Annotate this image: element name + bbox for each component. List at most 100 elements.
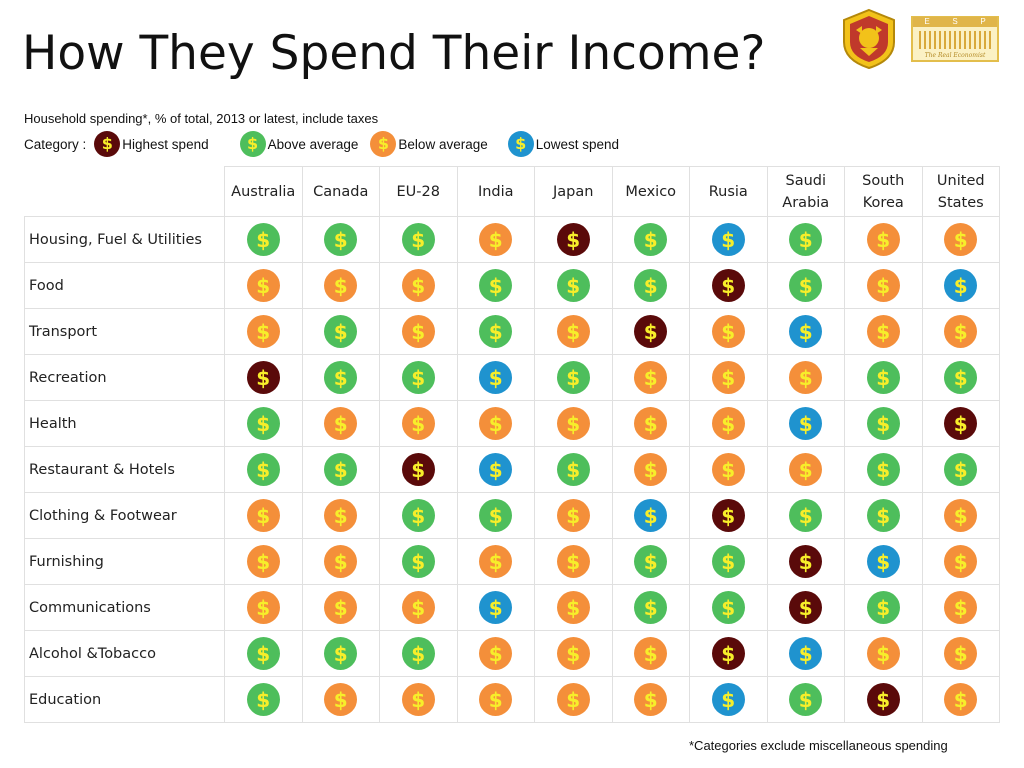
table-cell: $ [611, 216, 690, 263]
table-cell: $ [224, 446, 303, 493]
dollar-coin-below-icon: $ [866, 223, 900, 256]
column-header-line: Canada [313, 183, 369, 200]
dollar-coin-icon: $ [94, 131, 121, 157]
dollar-coin-highest-icon: $ [866, 683, 900, 716]
table-cell: $ [921, 216, 1000, 263]
column-header-line: Australia [231, 183, 296, 200]
dollar-coin-above-icon: $ [479, 315, 513, 348]
table-cell: $ [844, 216, 923, 263]
table-cell: $ [689, 354, 768, 401]
column-header-line: United [936, 172, 985, 189]
table-cell: $ [921, 492, 1000, 539]
dollar-coin-lowest-icon: $ [789, 637, 823, 670]
dollar-coin-above-icon: $ [401, 545, 435, 578]
table-cell: $ [689, 216, 768, 263]
dollar-coin-above-icon: $ [556, 453, 590, 486]
dollar-coin-below-icon: $ [634, 683, 668, 716]
dollar-coin-below-icon: $ [634, 637, 668, 670]
table-cell: $ [611, 354, 690, 401]
dollar-coin-above-icon: $ [866, 591, 900, 624]
column-header-line: India [477, 183, 514, 200]
table-cell: $ [766, 584, 845, 631]
table-cell: $ [534, 446, 613, 493]
table-cell: $ [766, 400, 845, 447]
table-cell: $ [379, 262, 458, 309]
table-cell: $ [379, 492, 458, 539]
legend-item-below: $ Below average [370, 131, 488, 157]
dollar-coin-below-icon: $ [866, 269, 900, 302]
row-label: Communications [24, 584, 225, 631]
dollar-coin-highest-icon: $ [711, 499, 745, 532]
table-cell: $ [301, 584, 380, 631]
dollar-coin-above-icon: $ [634, 223, 668, 256]
legend-item-lowest: $ Lowest spend [507, 131, 619, 157]
table-cell: $ [456, 308, 535, 355]
row-label: Health [24, 400, 225, 447]
dollar-coin-icon: $ [239, 131, 266, 157]
dollar-coin-below-icon: $ [324, 499, 358, 532]
table-cell: $ [844, 262, 923, 309]
dollar-coin-below-icon: $ [711, 407, 745, 440]
table-cell: $ [379, 216, 458, 263]
dollar-coin-icon: $ [507, 131, 534, 157]
dollar-coin-below-icon: $ [324, 683, 358, 716]
dollar-coin-below-icon: $ [324, 269, 358, 302]
table-cell: $ [766, 676, 845, 723]
table-cell: $ [456, 262, 535, 309]
table-cell: $ [921, 308, 1000, 355]
table-cell: $ [224, 216, 303, 263]
table-cell: $ [301, 308, 380, 355]
table-cell: $ [456, 584, 535, 631]
table-cell: $ [844, 676, 923, 723]
dollar-coin-below-icon: $ [711, 315, 745, 348]
dollar-coin-below-icon: $ [556, 545, 590, 578]
dollar-coin-highest-icon: $ [711, 637, 745, 670]
dollar-coin-below-icon: $ [479, 223, 513, 256]
dollar-coin-lowest-icon: $ [479, 361, 513, 394]
dollar-coin-above-icon: $ [556, 361, 590, 394]
dollar-coin-below-icon: $ [556, 407, 590, 440]
table-cell: $ [301, 400, 380, 447]
university-seal-logo [843, 8, 895, 70]
table-cell: $ [224, 354, 303, 401]
dollar-coin-below-icon: $ [246, 315, 280, 348]
dollar-coin-below-icon: $ [556, 683, 590, 716]
dollar-coin-above-icon: $ [246, 407, 280, 440]
dollar-coin-below-icon: $ [401, 269, 435, 302]
table-cell: $ [379, 630, 458, 677]
row-label: Transport [24, 308, 225, 355]
legend-item-label: Highest spend [122, 136, 209, 152]
table-corner [24, 166, 225, 217]
dollar-coin-lowest-icon: $ [479, 453, 513, 486]
dollar-coin-below-icon: $ [479, 683, 513, 716]
table-cell: $ [224, 584, 303, 631]
dollar-coin-highest-icon: $ [401, 453, 435, 486]
table-cell: $ [534, 262, 613, 309]
table-cell: $ [456, 400, 535, 447]
dollar-coin-highest-icon: $ [556, 223, 590, 256]
table-cell: $ [766, 492, 845, 539]
table-cell: $ [921, 584, 1000, 631]
row-label: Restaurant & Hotels [24, 446, 225, 493]
dollar-coin-above-icon: $ [866, 499, 900, 532]
column-header: United States [921, 166, 1000, 217]
chart-subtitle: Household spending*, % of total, 2013 or… [24, 111, 379, 126]
dollar-coin-icon: $ [370, 131, 397, 157]
dollar-coin-lowest-icon: $ [479, 591, 513, 624]
dollar-coin-above-icon: $ [789, 499, 823, 532]
table-cell: $ [844, 446, 923, 493]
dollar-coin-below-icon: $ [711, 453, 745, 486]
table-cell: $ [611, 538, 690, 585]
column-header-line: States [937, 194, 984, 211]
table-cell: $ [611, 584, 690, 631]
table-cell: $ [689, 492, 768, 539]
dollar-coin-below-icon: $ [479, 637, 513, 670]
table-cell: $ [301, 492, 380, 539]
table-cell: $ [301, 630, 380, 677]
table-cell: $ [301, 538, 380, 585]
dollar-coin-below-icon: $ [556, 499, 590, 532]
row-label: Furnishing [24, 538, 225, 585]
dollar-coin-below-icon: $ [401, 683, 435, 716]
dollar-coin-above-icon: $ [401, 361, 435, 394]
table-row: Education $ $ $ $ $ $ $ $ $ $ [24, 676, 1000, 723]
